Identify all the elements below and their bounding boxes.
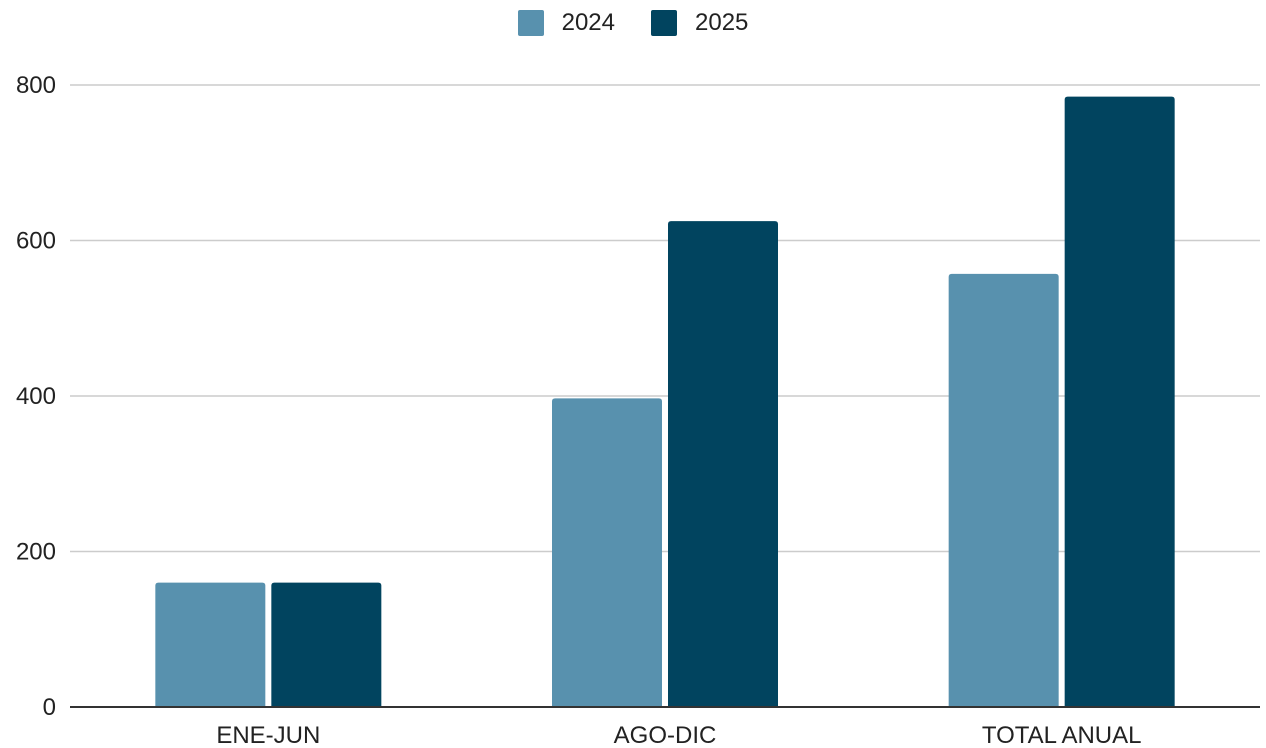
y-tick-label-800: 800 bbox=[16, 72, 56, 99]
legend-label-2024: 2024 bbox=[561, 9, 615, 36]
y-tick-label-400: 400 bbox=[16, 383, 56, 410]
legend-swatch-2025 bbox=[651, 10, 677, 36]
y-tick-label-600: 600 bbox=[16, 228, 56, 255]
bar-2024-ene-jun bbox=[155, 582, 266, 707]
y-tick-label-200: 200 bbox=[16, 539, 56, 566]
legend-label-2025: 2025 bbox=[695, 9, 749, 36]
bar-2025-total-anual bbox=[1064, 96, 1175, 708]
bar-2025-ene-jun bbox=[271, 582, 382, 707]
legend-swatch-2024 bbox=[517, 10, 544, 36]
y-tick-label-0: 0 bbox=[43, 694, 56, 721]
legend-item-2025[interactable]: 2025 bbox=[651, 9, 748, 37]
x-tick-label-total-anual: TOTAL ANUAL bbox=[982, 722, 1142, 748]
x-tick-label-ago-dic: AGO-DIC bbox=[614, 722, 717, 748]
legend: 2024 2025 bbox=[0, 9, 1266, 37]
x-tick-label-ene-jun: ENE-JUN bbox=[216, 722, 320, 748]
bar-2025-ago-dic bbox=[668, 221, 778, 707]
bar-2024-total-anual bbox=[948, 273, 1059, 707]
bar-2024-ago-dic bbox=[552, 398, 662, 707]
legend-item-2024[interactable]: 2024 bbox=[517, 9, 615, 37]
